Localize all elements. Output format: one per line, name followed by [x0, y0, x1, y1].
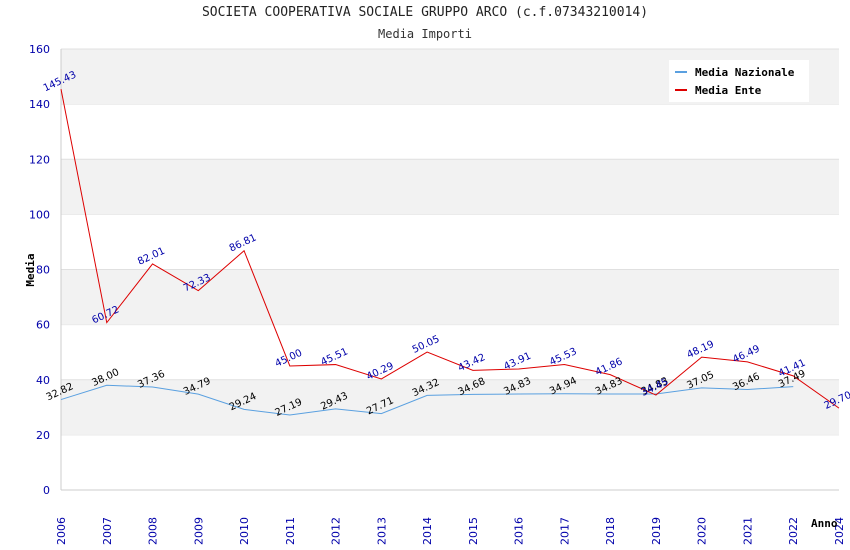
- y-tick-label: 100: [29, 208, 50, 221]
- y-tick-label: 20: [36, 429, 50, 442]
- legend: Media Nazionale Media Ente: [669, 60, 809, 102]
- x-tick-label: 2021: [741, 517, 754, 545]
- data-label: 46.49: [731, 344, 762, 366]
- legend-label-nazionale: Media Nazionale: [695, 65, 795, 79]
- legend-swatch-ente: [675, 89, 687, 91]
- y-tick-label: 60: [36, 319, 50, 332]
- y-axis-label: Media: [24, 253, 37, 286]
- axes: [60, 49, 839, 491]
- x-tick-label: 2008: [147, 517, 160, 545]
- x-tick-label: 2017: [558, 517, 571, 545]
- x-tick-label: 2006: [55, 517, 68, 545]
- x-tick-label: 2012: [330, 517, 343, 545]
- x-tick-label: 2009: [192, 517, 205, 545]
- chart-title: SOCIETA COOPERATIVA SOCIALE GRUPPO ARCO …: [201, 5, 649, 20]
- data-label: 41.86: [594, 356, 625, 378]
- legend-item-nazionale: Media Nazionale: [675, 64, 794, 80]
- x-axis-label: Anno: [811, 517, 838, 530]
- x-tick-label: 2010: [238, 517, 251, 545]
- chart-subtitle: Media Importi: [378, 27, 472, 41]
- data-label: 43.42: [457, 352, 488, 374]
- legend-swatch-nazionale: [675, 71, 687, 73]
- x-tick-label: 2019: [650, 517, 663, 545]
- grid-bands: [61, 48, 839, 436]
- grid-band: [61, 379, 839, 435]
- legend-label-ente: Media Ente: [695, 83, 762, 97]
- x-tick-label: 2022: [787, 517, 800, 545]
- y-tick-labels: 0 20 40 60 80 100 120 140 160: [29, 43, 50, 497]
- x-tick-label: 2018: [604, 517, 617, 545]
- y-tick-label: 0: [43, 484, 50, 497]
- y-tick-label: 160: [29, 43, 50, 56]
- y-tick-label: 40: [36, 374, 50, 387]
- series-lines: [60, 89, 840, 416]
- x-tick-label: 2015: [467, 517, 480, 545]
- grid-band: [61, 159, 839, 215]
- x-tick-label: 2011: [284, 517, 297, 545]
- y-tick-label: 140: [29, 98, 50, 111]
- legend-item-ente: Media Ente: [675, 82, 761, 98]
- x-tick-label: 2007: [101, 517, 114, 545]
- y-tick-label: 80: [36, 264, 50, 277]
- x-tick-label: 2024: [833, 517, 846, 545]
- grid-band: [61, 269, 839, 325]
- y-tick-label: 120: [29, 153, 50, 166]
- x-tick-label: 2014: [421, 517, 434, 545]
- x-tick-label: 2016: [513, 517, 526, 545]
- x-tick-labels: 2006 2007 2008 2009 2010 2011 2012 2013 2014 2015…: [55, 517, 846, 545]
- x-tick-label: 2020: [696, 517, 709, 545]
- series-line-ente: [60, 89, 840, 409]
- data-label: 82.01: [136, 246, 167, 268]
- data-label: 45.00: [273, 348, 304, 370]
- x-tick-label: 2013: [375, 517, 388, 545]
- series-line-nazionale: [60, 384, 794, 416]
